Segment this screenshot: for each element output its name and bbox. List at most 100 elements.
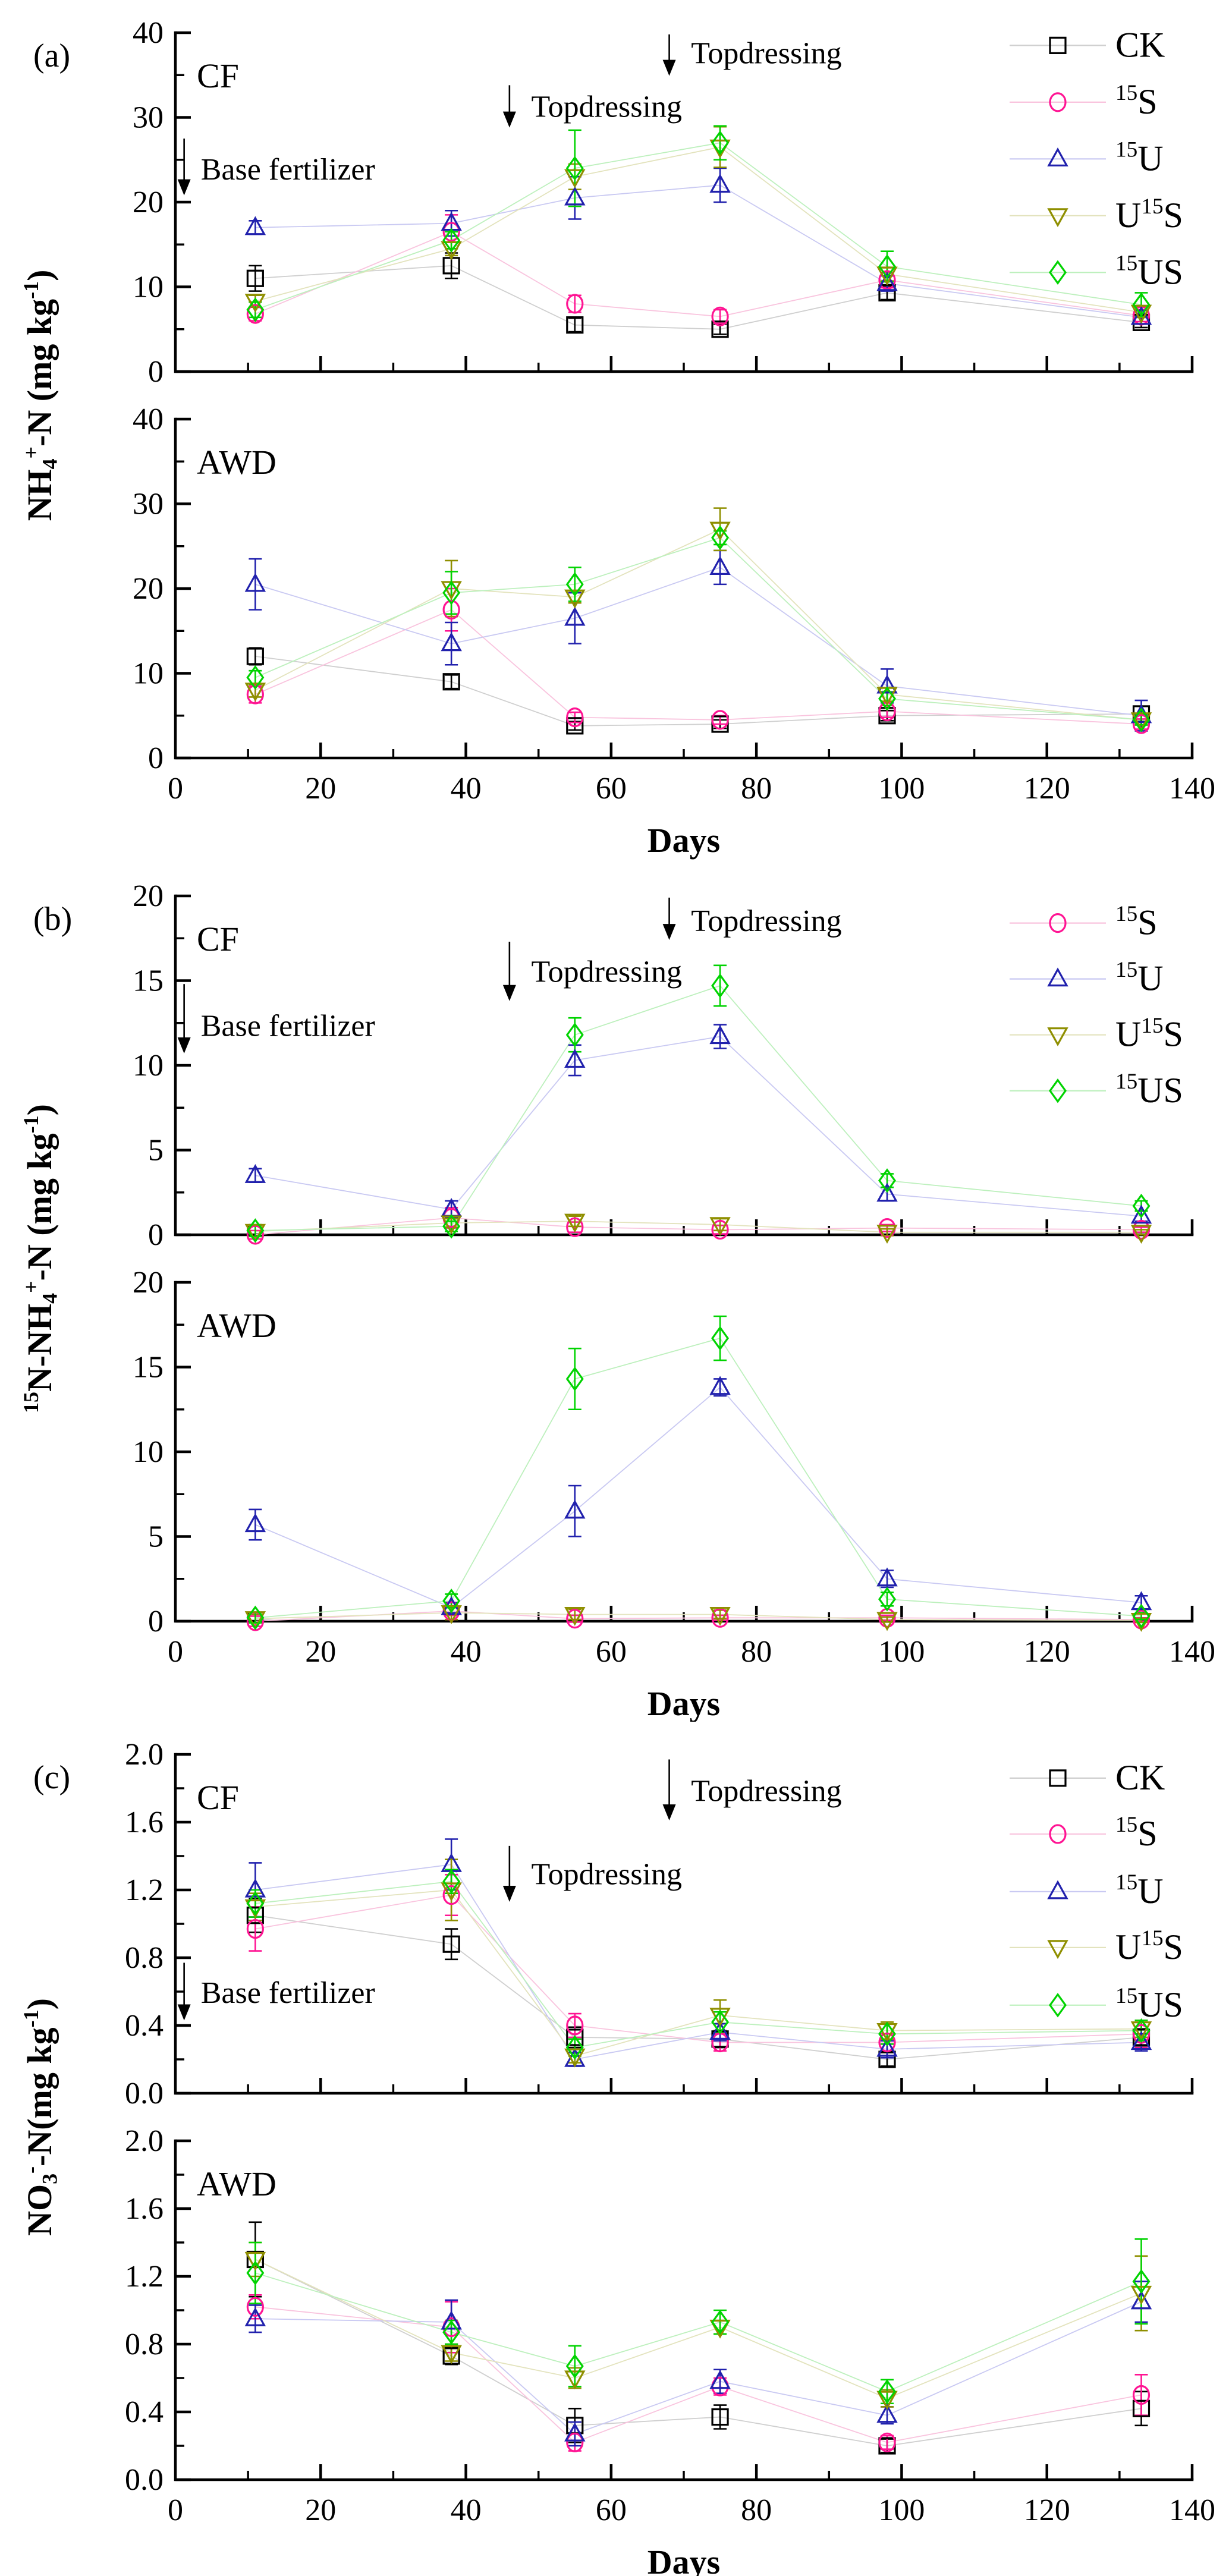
- subplot-awd: 0 10 20 30 40 0 20 40 60 80 100 120 140 AWD: [133, 402, 1215, 806]
- data-point-marker-triangle-down: [1130, 1225, 1152, 1244]
- y-tick-label: 15: [133, 964, 164, 998]
- data-point-marker-triangle-up: [1047, 1880, 1068, 1899]
- data-point-marker-circle: [442, 1885, 460, 1905]
- legend-item-15S: 15S: [1010, 1813, 1158, 1853]
- series-errorbars-15U: [249, 1024, 1148, 1222]
- y-tick-label: 0: [148, 355, 164, 389]
- series-markers-CK: [246, 647, 1151, 735]
- y-tick-label: 10: [133, 657, 164, 691]
- data-point-marker-circle: [246, 1918, 264, 1939]
- series-errorbars-15S: [249, 1874, 1148, 2052]
- data-point-marker-triangle-up: [244, 1878, 266, 1898]
- data-point-marker-diamond: [246, 665, 265, 690]
- legend-item-U15S: U15S: [1010, 1014, 1183, 1054]
- legend-item-U15S: U15S: [1010, 1926, 1183, 1967]
- x-tick-label: 20: [305, 772, 336, 806]
- data-point-marker-triangle-down: [564, 1607, 586, 1626]
- x-axis-label: Days: [647, 1684, 720, 1722]
- series-markers-15US: [246, 130, 1151, 322]
- data-point-marker-circle: [246, 2297, 264, 2317]
- data-point-marker-diamond: [565, 2035, 584, 2060]
- data-point-marker-triangle-up: [564, 1499, 586, 1519]
- y-tick-label: 10: [133, 1435, 164, 1469]
- legend: CK 15S 15U U15S 15US: [1010, 25, 1183, 291]
- series-markers-15S: [246, 600, 1151, 734]
- data-point-marker-triangle-up: [244, 573, 266, 592]
- data-point-marker-triangle-down: [876, 1225, 898, 1244]
- data-point-marker-triangle-down: [1130, 2285, 1152, 2305]
- annotation-arrow-head-icon: [662, 924, 676, 941]
- x-tick-label: 80: [741, 1635, 772, 1669]
- legend: CK 15S 15U U15S 15US: [1010, 1758, 1183, 2024]
- x-tick-label: 40: [451, 1635, 482, 1669]
- data-point-marker-square: [566, 316, 584, 334]
- data-point-marker-triangle-down: [1130, 304, 1152, 324]
- data-point-marker-triangle-up: [244, 2307, 266, 2326]
- data-point-marker-diamond: [878, 254, 896, 279]
- data-point-marker-triangle-down: [244, 2251, 266, 2271]
- x-tick-label: 80: [741, 2493, 772, 2527]
- series-line-15US: [255, 2272, 1142, 2392]
- data-point-marker-diamond: [1132, 292, 1151, 317]
- annotation-arrow-head-icon: [177, 2004, 191, 2021]
- annotation-arrow-head-icon: [502, 1885, 516, 1902]
- data-point-marker-triangle-up: [876, 674, 898, 694]
- x-tick-label: 120: [1024, 2493, 1070, 2527]
- data-point-marker-triangle-down: [564, 1213, 586, 1233]
- annotation-text: Topdressing: [691, 1775, 841, 1808]
- annotation-text: Topdressing: [691, 37, 841, 71]
- series-line-U15S: [254, 2259, 1142, 2399]
- data-point-marker-square: [711, 2408, 729, 2426]
- data-point-marker-diamond: [1049, 260, 1067, 285]
- data-point-marker-circle: [246, 1225, 264, 1245]
- data-point-marker-triangle-down: [441, 1882, 462, 1902]
- y-axis-label: NH4+-N (mg kg-1): [19, 270, 61, 521]
- data-point-marker-triangle-up: [564, 2422, 586, 2442]
- x-tick-label: 60: [596, 772, 627, 806]
- x-tick-label: 140: [1169, 772, 1215, 806]
- data-point-marker-diamond: [878, 686, 896, 711]
- series-line-U15S: [254, 529, 1142, 721]
- y-tick-label: 1.2: [125, 1873, 164, 1907]
- annotation-text: Base fertilizer: [201, 1009, 375, 1043]
- series-line-15S: [255, 2306, 1142, 2443]
- data-point-marker-triangle-up: [1047, 147, 1068, 166]
- y-tick-label: 0.0: [125, 2463, 164, 2497]
- x-tick-label: 120: [1024, 1635, 1070, 1669]
- series-errorbars-15US: [249, 125, 1148, 319]
- series-line-U15S: [255, 146, 1142, 313]
- series-markers-15S: [246, 222, 1151, 326]
- data-point-marker-triangle-up: [709, 2021, 731, 2040]
- data-point-marker-triangle-down: [244, 294, 266, 313]
- series-errorbars-15US: [249, 1315, 1148, 1624]
- data-point-marker-square: [246, 1907, 264, 1924]
- data-point-marker-triangle-up: [1047, 967, 1068, 987]
- x-tick-label: 60: [596, 1635, 627, 1669]
- x-tick-label: 0: [168, 772, 183, 806]
- legend-item-15S: 15S: [1010, 902, 1158, 942]
- x-tick-label: 20: [305, 2493, 336, 2527]
- series-line-CK: [255, 656, 1142, 726]
- annotation-arrow-head-icon: [662, 1804, 676, 1821]
- subplot-awd: 0 5 10 15 20 0 20 40 60 80 100 120 140 AWD: [133, 1266, 1215, 1669]
- data-point-marker-diamond: [711, 973, 730, 998]
- data-point-marker-circle: [711, 306, 729, 326]
- annotation-text: Topdressing: [691, 904, 841, 938]
- data-point-marker-triangle-up: [1130, 2031, 1152, 2050]
- series-line-U15S: [255, 1221, 1142, 1233]
- data-point-marker-triangle-down: [709, 2319, 731, 2339]
- data-point-marker-triangle-up: [564, 606, 586, 626]
- y-tick-label: 0.8: [125, 1941, 164, 1975]
- legend-label: 15S: [1115, 81, 1158, 121]
- annotation-arrow-head-icon: [502, 111, 516, 128]
- data-point-marker-circle: [1132, 714, 1151, 734]
- data-point-marker-circle: [1132, 2385, 1151, 2405]
- panel-letter: (b): [33, 901, 72, 938]
- data-point-marker-triangle-up: [876, 1567, 898, 1587]
- x-tick-label: 100: [878, 772, 925, 806]
- subplot-title: AWD: [197, 443, 276, 482]
- subplot-title: CF: [197, 56, 239, 95]
- legend-label: U15S: [1115, 1014, 1183, 1054]
- subplot-title: CF: [197, 1778, 239, 1817]
- series-line-15US: [255, 1338, 1142, 1619]
